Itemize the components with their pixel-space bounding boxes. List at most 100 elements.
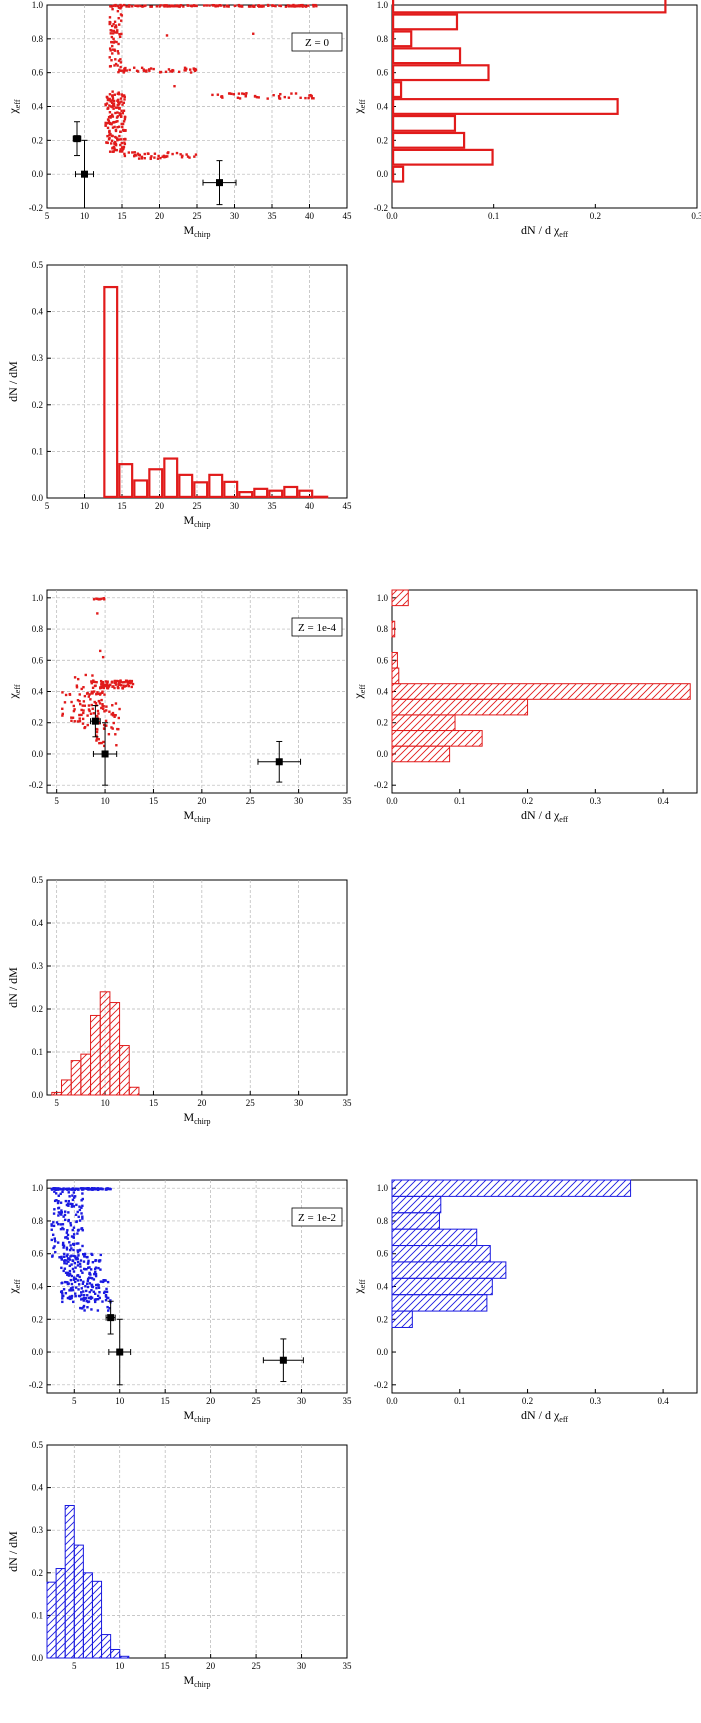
scatter-point <box>79 1306 82 1310</box>
histogram-bar <box>101 1634 112 1659</box>
scatter-point <box>294 92 298 95</box>
scatter-point <box>59 1290 63 1294</box>
x-tick-label: 0.4 <box>657 796 669 806</box>
x-tick-label: 20 <box>155 211 165 221</box>
x-tick-label: 10 <box>101 796 111 806</box>
scatter-point <box>67 1191 70 1194</box>
scatter-point <box>60 1266 63 1270</box>
x-axis-label: Mchirp <box>183 808 210 824</box>
scatter-point <box>110 35 114 39</box>
scatter-point <box>95 727 98 731</box>
histogram-bar <box>391 683 691 700</box>
scatter-point <box>89 712 93 715</box>
scatter-point <box>81 1297 84 1300</box>
scatter-point <box>93 1188 97 1191</box>
scatter-point <box>107 732 111 736</box>
scatter-point <box>111 94 114 97</box>
x-axis-label-sub: chirp <box>194 520 210 529</box>
scatter-point <box>90 703 93 707</box>
scatter-point <box>52 1221 55 1224</box>
scatter-point <box>69 1297 72 1301</box>
y-tick-label: 0.5 <box>32 1440 44 1450</box>
scatter-point <box>216 4 219 7</box>
scatter-point <box>66 1202 70 1205</box>
scatter-point <box>239 5 242 8</box>
scatter-point <box>117 91 120 94</box>
scatter-point <box>87 1296 91 1300</box>
scatter-point <box>71 1202 74 1206</box>
scatter-point <box>101 703 104 706</box>
scatter-point <box>168 5 172 8</box>
scatter-point <box>109 132 112 136</box>
scatter-point <box>98 1291 101 1294</box>
histogram-bar <box>253 487 269 498</box>
scatter-point <box>186 4 189 7</box>
scatter-point <box>114 24 118 27</box>
scatter-point <box>111 147 114 150</box>
y-axis-label-sub: eff <box>13 684 22 693</box>
scatter-point <box>57 1214 60 1217</box>
scatter-point <box>162 154 166 158</box>
scatter-point <box>170 70 174 73</box>
scatter-point <box>117 70 120 74</box>
scatter-point <box>110 101 114 105</box>
histogram-bar <box>208 473 224 499</box>
scatter-point <box>66 1233 70 1237</box>
scatter-point <box>189 68 192 71</box>
scatter-point <box>271 4 275 7</box>
scatter-point <box>128 68 131 72</box>
scatter-point <box>78 719 82 723</box>
scatter-point <box>83 726 86 730</box>
scatter-point <box>120 141 123 145</box>
scatter-point <box>172 5 176 8</box>
y-axis-label: dN / dM <box>6 1531 20 1572</box>
scatter-point <box>122 138 125 141</box>
scatter-point <box>91 674 94 677</box>
scatter-point <box>88 693 91 696</box>
x-axis-label-main: M <box>183 223 194 237</box>
scatter-point <box>74 1294 77 1298</box>
y-tick-label: 0.4 <box>377 1282 389 1292</box>
observed-marker <box>73 135 81 143</box>
y-tick-label: 0.2 <box>32 135 43 145</box>
scatter-point <box>106 118 110 121</box>
scatter-point <box>86 1262 90 1265</box>
scatter-point <box>114 3 117 7</box>
scatter-point <box>114 62 118 66</box>
scatter-point <box>262 4 265 8</box>
scatter-point <box>189 71 193 74</box>
scatter-point <box>77 1242 80 1245</box>
scatter-point <box>114 135 117 139</box>
scatter-point <box>63 1213 67 1217</box>
scatter-point <box>73 708 76 711</box>
scatter-point <box>283 95 286 99</box>
scatter-point <box>312 97 315 100</box>
scatter-point <box>96 691 99 694</box>
x-tick-label: 0.0 <box>386 1396 398 1406</box>
scatter-point <box>78 1248 82 1252</box>
x-axis-label-sub: chirp <box>194 1415 210 1424</box>
scatter-point <box>101 1187 104 1191</box>
scatter-point <box>245 92 248 95</box>
x-tick-label: 0.0 <box>386 796 398 806</box>
scatter-point <box>119 97 123 100</box>
histogram-bar <box>55 1568 66 1659</box>
scatter-point <box>76 1232 79 1235</box>
scatter-point <box>105 122 108 125</box>
scatter-point <box>118 35 122 39</box>
scatter-point <box>82 709 85 712</box>
x-axis-label-main: M <box>183 1673 194 1687</box>
scatter-point <box>100 741 103 745</box>
histogram-bar <box>392 165 405 183</box>
scatter-point <box>299 96 302 99</box>
observed-event <box>75 139 94 209</box>
scatter-point <box>68 1188 72 1191</box>
histogram-bar <box>91 1580 103 1659</box>
scatter-point <box>150 155 153 158</box>
x-tick-label: 0.3 <box>590 796 602 806</box>
scatter-point <box>95 693 98 696</box>
scatter-point <box>93 680 96 684</box>
scatter-point <box>121 125 124 129</box>
x-axis-label-main: dN / d χ <box>521 223 560 237</box>
scatter-point <box>81 1197 84 1201</box>
